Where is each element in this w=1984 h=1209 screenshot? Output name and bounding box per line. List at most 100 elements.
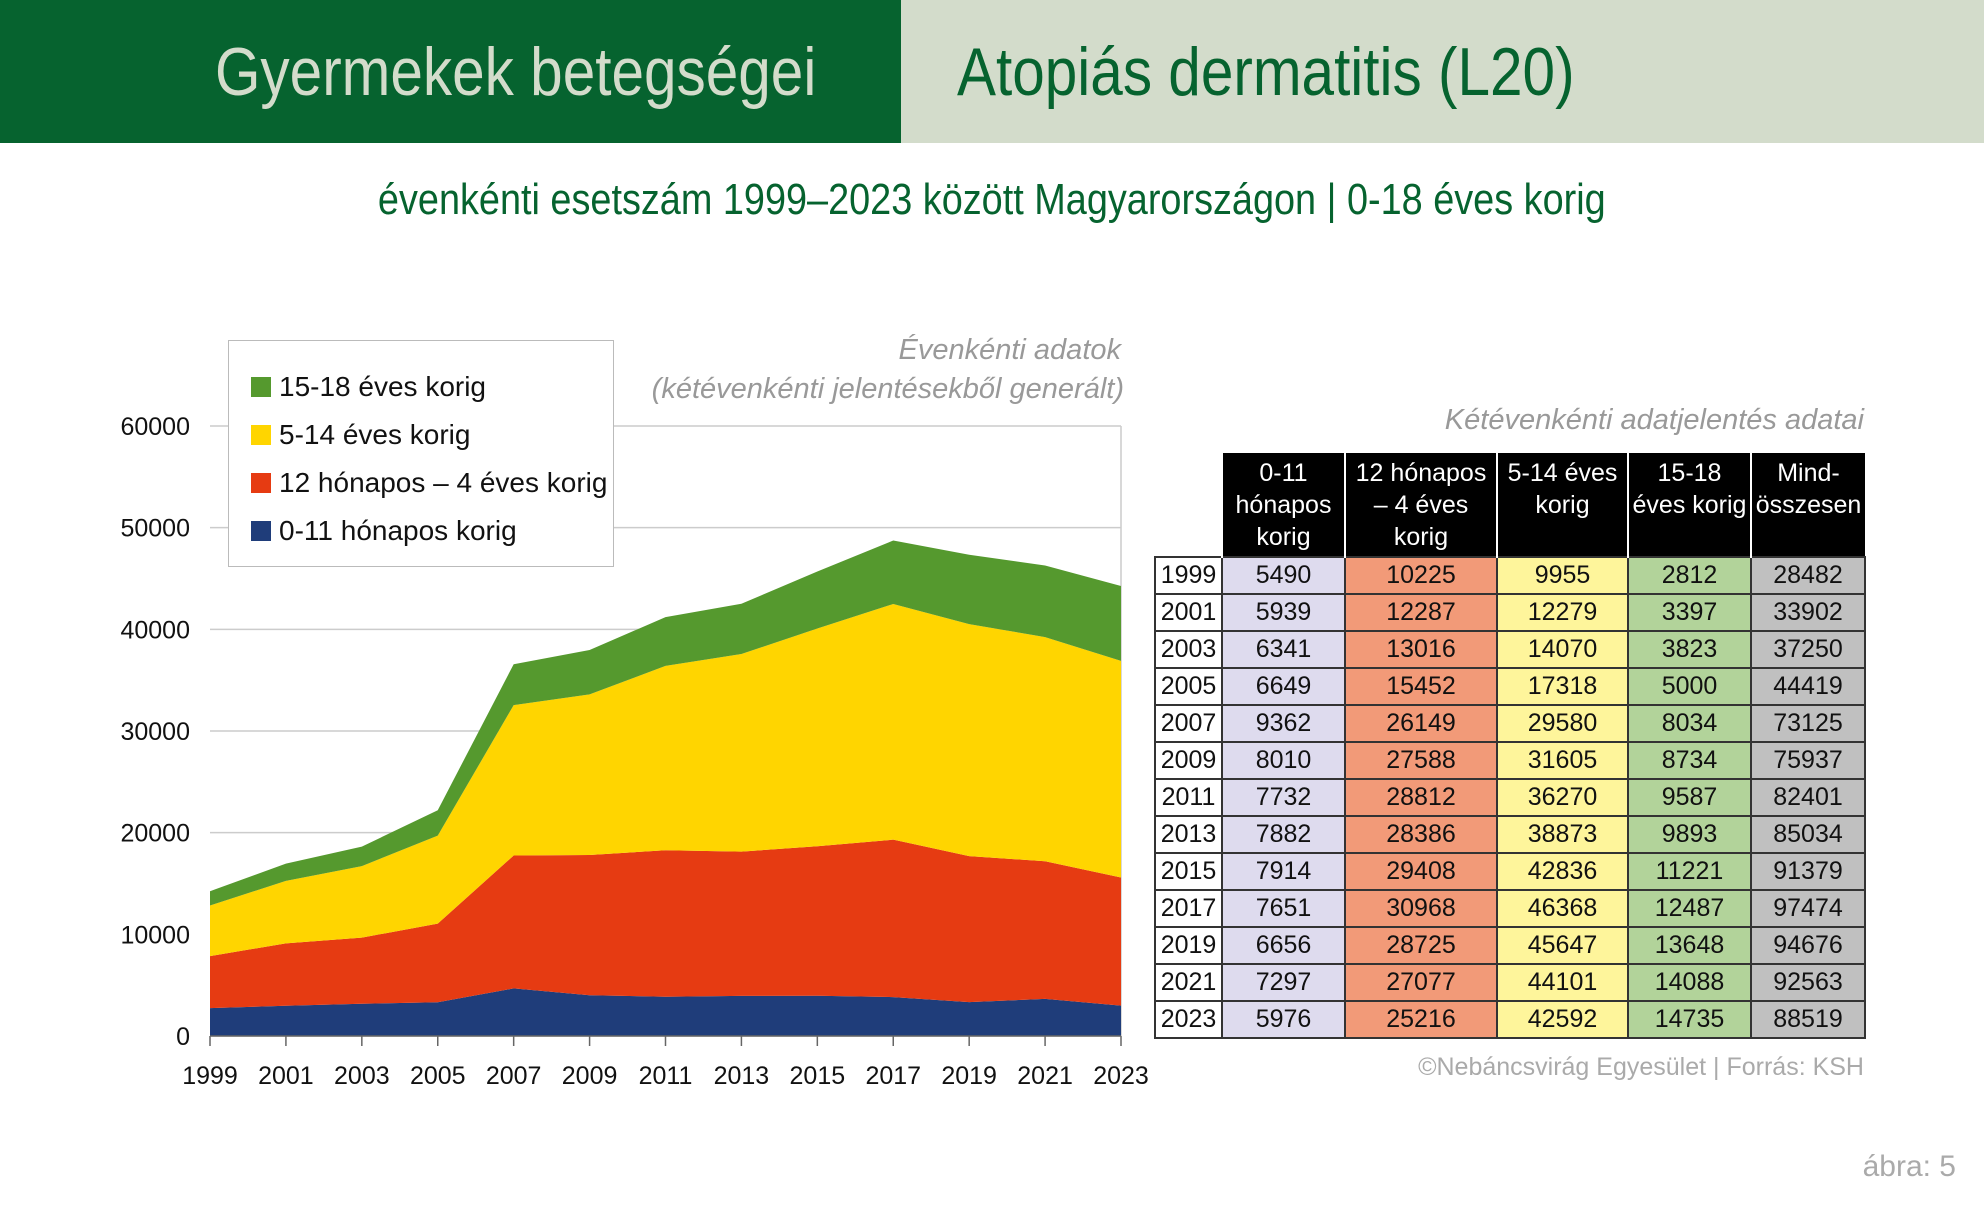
table-cell: 8010 [1221, 741, 1346, 780]
table-cell: 17318 [1496, 667, 1629, 706]
header-left: Gyermekek betegségei [0, 0, 901, 143]
x-tick-label: 2001 [258, 1062, 314, 1090]
x-tick-label: 2021 [1017, 1062, 1073, 1090]
table-cell: 14088 [1627, 963, 1752, 1002]
x-tick-label: 2023 [1093, 1062, 1149, 1090]
table-cell: 13016 [1344, 630, 1498, 669]
table-row: 2003 6341 13016 14070 3823 37250 [1154, 630, 1866, 669]
x-tick-label: 2015 [790, 1062, 846, 1090]
table-cell: 29408 [1344, 852, 1498, 891]
table-cell: 27588 [1344, 741, 1498, 780]
table-cell: 2812 [1627, 556, 1752, 595]
legend-swatch [251, 521, 271, 541]
row-year: 2019 [1154, 926, 1223, 965]
table-header: Mind-összesen [1750, 453, 1865, 557]
figure-label: ábra: 5 [1862, 1150, 1956, 1183]
x-tick-label: 2017 [865, 1062, 921, 1090]
table-row: 2009 8010 27588 31605 8734 75937 [1154, 741, 1866, 780]
table-cell: 36270 [1496, 778, 1629, 817]
table-cell: 5000 [1627, 667, 1752, 706]
table-cell: 7914 [1221, 852, 1346, 891]
subtitle-text: évenkénti esetszám 1999–2023 között Magy… [378, 175, 1606, 224]
table-cell: 3823 [1627, 630, 1752, 669]
table-cell: 26149 [1344, 704, 1498, 743]
y-tick-label: 0 [176, 1023, 190, 1051]
table-row: 2007 9362 26149 29580 8034 73125 [1154, 704, 1866, 743]
table-cell: 27077 [1344, 963, 1498, 1002]
table-cell: 28812 [1344, 778, 1498, 817]
legend-label: 15-18 éves korig [279, 371, 487, 402]
table-cell: 45647 [1496, 926, 1629, 965]
legend-label: 0-11 hónapos korig [279, 515, 517, 546]
row-year: 2007 [1154, 704, 1223, 743]
table-cell: 30968 [1344, 889, 1498, 928]
table-row: 2019 6656 28725 45647 13648 94676 [1154, 926, 1866, 965]
legend-item: 12 hónapos – 4 éves korig [251, 459, 613, 507]
x-tick-label: 1999 [182, 1062, 238, 1090]
table-cell: 7651 [1221, 889, 1346, 928]
x-tick-label: 2019 [941, 1062, 997, 1090]
row-year: 1999 [1154, 556, 1223, 595]
y-tick-label: 60000 [120, 413, 190, 441]
row-year: 2003 [1154, 630, 1223, 669]
table-cell: 9362 [1221, 704, 1346, 743]
row-year: 2015 [1154, 852, 1223, 891]
legend-item: 0-11 hónapos korig [251, 507, 613, 555]
table-cell: 42836 [1496, 852, 1629, 891]
legend-item: 5-14 éves korig [251, 411, 613, 459]
table-cell: 6656 [1221, 926, 1346, 965]
table-cell: 73125 [1750, 704, 1866, 743]
y-tick-label: 10000 [120, 921, 190, 949]
table-corner [1155, 453, 1222, 557]
table-row: 2021 7297 27077 44101 14088 92563 [1154, 963, 1866, 1002]
table-header: 15-18 éves korig [1627, 453, 1751, 557]
table-cell: 8734 [1627, 741, 1752, 780]
table-cell: 7297 [1221, 963, 1346, 1002]
x-tick-label: 2009 [562, 1062, 618, 1090]
legend-swatch [251, 377, 271, 397]
table-cell: 5976 [1221, 1000, 1346, 1039]
table-cell: 82401 [1750, 778, 1866, 817]
table-cell: 92563 [1750, 963, 1866, 1002]
header-right: Atopiás dermatitis (L20) [901, 0, 1984, 143]
row-year: 2011 [1154, 778, 1223, 817]
table-header: 0-11 hónapos korig [1221, 453, 1345, 557]
table-cell: 14070 [1496, 630, 1629, 669]
table-cell: 85034 [1750, 815, 1866, 854]
chart-note-line2: (kétévenkénti jelentésekből generált) [651, 373, 1124, 405]
table-row: 1999 5490 10225 9955 2812 28482 [1154, 556, 1866, 595]
table-cell: 9587 [1627, 778, 1752, 817]
table-cell: 3397 [1627, 593, 1752, 632]
area-series-2 [210, 603, 1121, 957]
table-header: 12 hónapos – 4 éves korig [1344, 453, 1497, 557]
table-cell: 37250 [1750, 630, 1866, 669]
row-year: 2023 [1154, 1000, 1223, 1039]
table-cell: 88519 [1750, 1000, 1866, 1039]
table-cell: 38873 [1496, 815, 1629, 854]
table-cell: 12279 [1496, 593, 1629, 632]
table-cell: 33902 [1750, 593, 1866, 632]
table-cell: 94676 [1750, 926, 1866, 965]
legend-label: 5-14 éves korig [279, 419, 471, 450]
table-title: Kétévenkénti adatjelentés adatai [1444, 404, 1864, 436]
y-tick-label: 50000 [120, 515, 190, 543]
chart-legend: 15-18 éves korig 5-14 éves korig 12 hóna… [228, 340, 614, 567]
legend-label: 12 hónapos – 4 éves korig [279, 467, 608, 498]
table-cell: 8034 [1627, 704, 1752, 743]
table-row: 2023 5976 25216 42592 14735 88519 [1154, 1000, 1866, 1039]
legend-swatch [251, 425, 271, 445]
table-cell: 5939 [1221, 593, 1346, 632]
header-left-title: Gyermekek betegségei [214, 33, 817, 110]
header-right-title: Atopiás dermatitis (L20) [957, 33, 1575, 110]
table-cell: 14735 [1627, 1000, 1752, 1039]
table-cell: 25216 [1344, 1000, 1498, 1039]
row-year: 2005 [1154, 667, 1223, 706]
data-table: 0-11 hónapos korig 12 hónapos – 4 éves k… [1154, 453, 1866, 1039]
table-cell: 10225 [1344, 556, 1498, 595]
table-row: 2013 7882 28386 38873 9893 85034 [1154, 815, 1866, 854]
table-cell: 6649 [1221, 667, 1346, 706]
row-year: 2013 [1154, 815, 1223, 854]
table-row: 2005 6649 15452 17318 5000 44419 [1154, 667, 1866, 706]
x-tick-label: 2003 [334, 1062, 390, 1090]
table-cell: 11221 [1627, 852, 1752, 891]
